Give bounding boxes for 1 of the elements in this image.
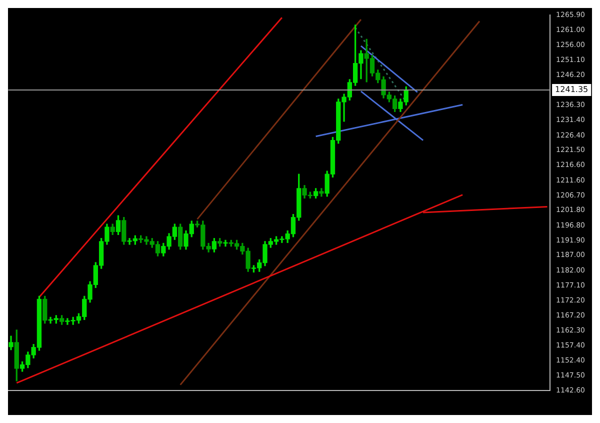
ref-line-label: 1241.35 (555, 85, 588, 94)
